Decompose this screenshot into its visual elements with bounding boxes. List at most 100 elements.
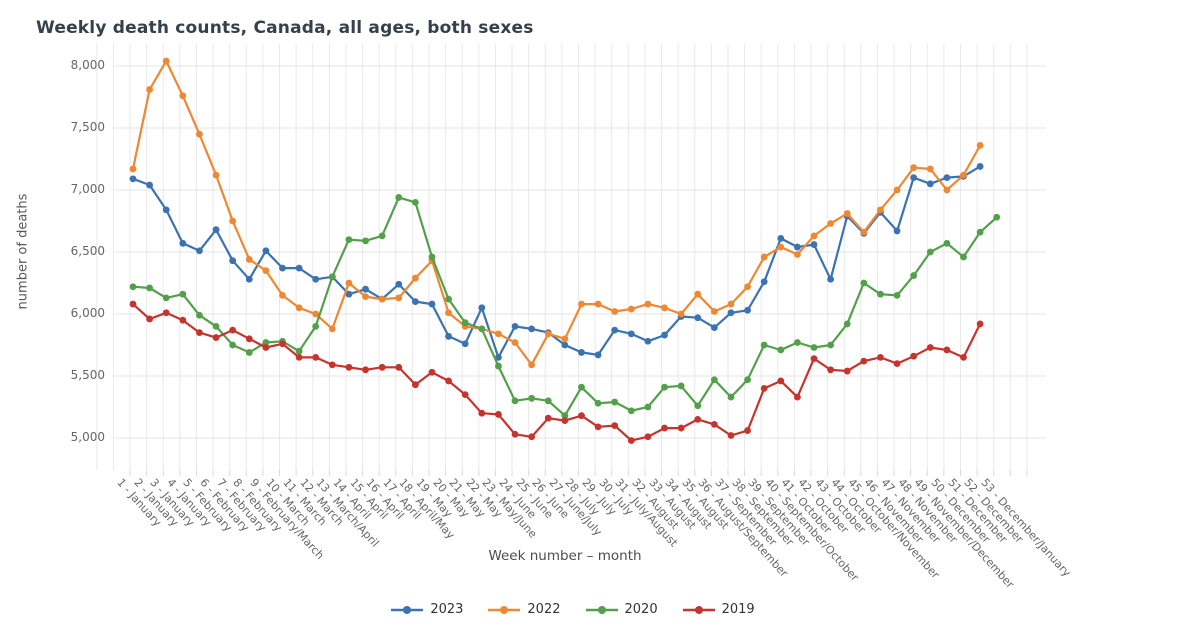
data-point[interactable] <box>262 247 270 255</box>
data-point[interactable] <box>312 310 320 318</box>
data-point[interactable] <box>378 295 386 303</box>
data-point[interactable] <box>644 403 652 411</box>
data-point[interactable] <box>445 377 452 385</box>
data-point[interactable] <box>129 283 137 291</box>
data-point[interactable] <box>411 381 419 389</box>
data-point[interactable] <box>611 398 619 406</box>
data-point[interactable] <box>694 290 702 298</box>
data-point[interactable] <box>744 427 751 434</box>
data-point[interactable] <box>877 290 884 298</box>
data-point[interactable] <box>976 163 984 170</box>
data-point[interactable] <box>229 257 237 265</box>
data-point[interactable] <box>162 309 170 317</box>
data-point[interactable] <box>162 206 170 214</box>
data-point[interactable] <box>279 340 286 348</box>
data-point[interactable] <box>229 217 237 225</box>
data-point[interactable] <box>976 141 984 149</box>
data-point[interactable] <box>661 383 668 391</box>
data-point[interactable] <box>710 324 718 332</box>
data-point[interactable] <box>295 304 303 312</box>
data-point[interactable] <box>578 300 585 308</box>
data-point[interactable] <box>295 347 303 355</box>
data-point[interactable] <box>727 432 735 439</box>
data-point[interactable] <box>428 300 436 308</box>
data-point[interactable] <box>345 236 353 244</box>
data-point[interactable] <box>312 354 320 361</box>
data-point[interactable] <box>428 368 436 376</box>
data-point[interactable] <box>627 330 635 338</box>
data-point[interactable] <box>245 349 253 356</box>
data-point[interactable] <box>827 366 835 374</box>
data-point[interactable] <box>279 264 286 272</box>
data-point[interactable] <box>893 360 901 367</box>
data-point[interactable] <box>312 323 320 330</box>
data-point[interactable] <box>644 300 652 308</box>
data-point[interactable] <box>328 325 336 333</box>
data-point[interactable] <box>378 363 386 371</box>
data-point[interactable] <box>196 247 203 255</box>
data-point[interactable] <box>910 164 918 172</box>
data-point[interactable] <box>694 314 702 322</box>
data-point[interactable] <box>544 330 552 338</box>
data-point[interactable] <box>478 325 486 333</box>
data-point[interactable] <box>611 308 619 315</box>
data-point[interactable] <box>877 354 884 361</box>
legend-item-2019[interactable]: 2019 <box>682 602 755 617</box>
data-point[interactable] <box>810 241 818 248</box>
legend-item-2022[interactable]: 2022 <box>487 602 561 617</box>
data-point[interactable] <box>594 423 602 431</box>
data-point[interactable] <box>561 417 569 425</box>
data-point[interactable] <box>528 394 536 402</box>
data-point[interactable] <box>877 206 884 214</box>
data-point[interactable] <box>511 339 519 346</box>
legend-item-2023[interactable]: 2023 <box>390 602 463 617</box>
data-point[interactable] <box>627 407 635 415</box>
data-point[interactable] <box>511 323 519 330</box>
data-point[interactable] <box>362 293 369 301</box>
data-point[interactable] <box>893 292 901 299</box>
data-point[interactable] <box>760 253 768 261</box>
data-point[interactable] <box>345 290 353 298</box>
data-point[interactable] <box>727 393 735 401</box>
data-point[interactable] <box>810 344 818 351</box>
data-point[interactable] <box>511 397 519 405</box>
data-point[interactable] <box>229 341 237 349</box>
data-point[interactable] <box>910 352 918 360</box>
data-point[interactable] <box>196 329 203 336</box>
data-point[interactable] <box>212 226 220 234</box>
data-point[interactable] <box>794 243 801 251</box>
data-point[interactable] <box>146 315 154 323</box>
data-point[interactable] <box>976 228 984 236</box>
data-point[interactable] <box>677 424 685 432</box>
data-point[interactable] <box>578 383 585 391</box>
data-point[interactable] <box>893 186 901 194</box>
data-point[interactable] <box>312 275 320 283</box>
data-point[interactable] <box>561 341 569 349</box>
data-point[interactable] <box>661 331 668 339</box>
data-point[interactable] <box>245 275 253 283</box>
data-point[interactable] <box>146 284 154 292</box>
data-point[interactable] <box>827 220 835 227</box>
data-point[interactable] <box>843 210 851 217</box>
data-point[interactable] <box>860 357 868 365</box>
data-point[interactable] <box>511 430 519 438</box>
data-point[interactable] <box>976 320 984 328</box>
data-point[interactable] <box>827 275 835 283</box>
data-point[interactable] <box>827 341 835 349</box>
data-point[interactable] <box>860 228 868 236</box>
data-point[interactable] <box>794 251 801 258</box>
data-point[interactable] <box>262 344 270 351</box>
data-point[interactable] <box>694 402 702 410</box>
data-point[interactable] <box>926 248 934 256</box>
data-point[interactable] <box>960 354 967 361</box>
data-point[interactable] <box>395 294 403 302</box>
data-point[interactable] <box>810 232 818 240</box>
data-point[interactable] <box>212 334 220 341</box>
data-point[interactable] <box>295 264 303 272</box>
data-point[interactable] <box>710 420 718 428</box>
data-point[interactable] <box>760 341 768 349</box>
data-point[interactable] <box>229 326 237 334</box>
data-point[interactable] <box>627 437 635 444</box>
data-point[interactable] <box>744 283 751 291</box>
data-point[interactable] <box>727 309 735 317</box>
